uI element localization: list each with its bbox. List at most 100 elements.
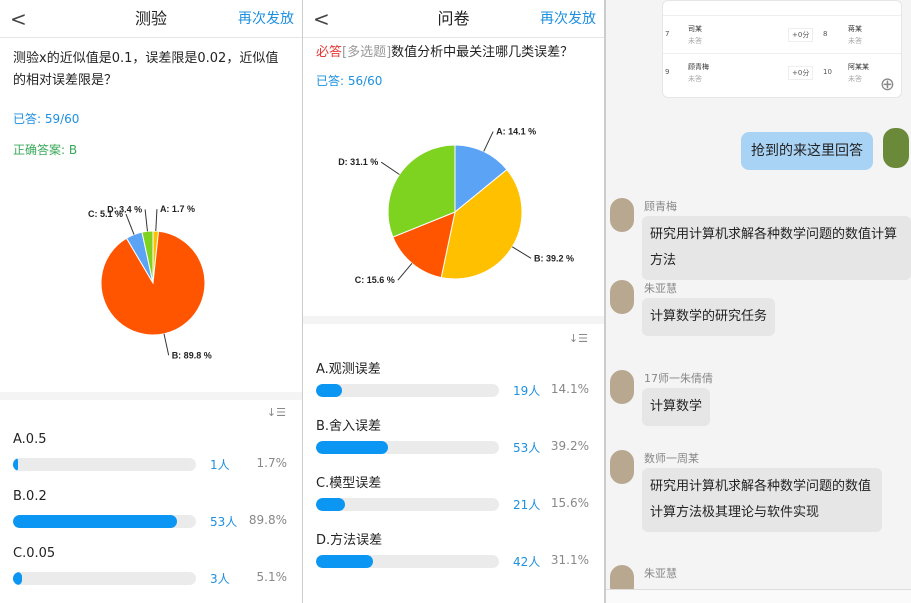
survey-panel: < 问卷 再次发放 必答[多选题]数值分析中最关注哪几类误差？ 已答: 56/6… <box>303 0 604 603</box>
progress-fill <box>13 572 23 585</box>
sender-name: 顾青梅 <box>644 200 677 213</box>
slice-label: C: 5.1 % <box>88 209 123 219</box>
label-leader <box>163 333 170 356</box>
option-row[interactable]: B.舍入误差 53人 39.2% <box>316 415 592 455</box>
label-leader <box>397 263 413 281</box>
option-row[interactable]: C.0.05 3人 5.1% <box>13 546 290 586</box>
option-count[interactable]: 1人 <box>210 458 230 472</box>
progress-fill <box>316 555 373 568</box>
student-status: 未答 <box>688 37 702 45</box>
pie-chart: A: 1.7 % B: 89.8 % C: 5.1 %D: 3.4 % <box>88 204 212 360</box>
sender-name: 朱亚慧 <box>644 567 677 580</box>
slice-label: B: 39.2 % <box>534 253 574 263</box>
slice-label: A: 14.1 % <box>496 127 536 137</box>
table-row: 7 司某 未答 +0分 8 蒋某 未答 <box>663 15 901 53</box>
sort-icon[interactable]: ↓☰ <box>266 406 286 419</box>
progress-fill <box>13 458 19 471</box>
row-number: 10 <box>823 68 832 76</box>
message-bubble[interactable]: 抢到的来这里回答 <box>741 132 873 170</box>
page-title: 测验 <box>134 9 167 28</box>
quiz-panel: < 测验 再次发放 测验x的近似值是0.1，误差限是0.02，近似值的相对误差限… <box>0 0 302 603</box>
pie-chart: A: 14.1 % B: 39.2 % C: 15.6 % D: 31.1 % <box>338 127 574 286</box>
required-tag: 必答 <box>316 45 343 60</box>
progress-fill <box>316 498 345 511</box>
question-text: 数值分析中最关注哪几类误差？ <box>391 45 574 60</box>
student-status: 未答 <box>848 75 862 83</box>
row-number: 9 <box>665 68 670 76</box>
message-bubble[interactable]: 研究用计算机求解各种数学问题的数值计算方法极其理论与软件实现 <box>642 468 882 532</box>
row-number: 7 <box>665 30 670 38</box>
message-bubble[interactable]: 计算数学 <box>642 388 711 426</box>
zoom-in-icon[interactable]: ⊕ <box>879 74 895 95</box>
option-label: B.舍入误差 <box>316 419 382 434</box>
pie-slice <box>387 144 456 238</box>
option-count[interactable]: 42人 <box>513 555 541 569</box>
resend-button[interactable]: 再次发放 <box>238 11 294 27</box>
option-row[interactable]: C.模型误差 21人 15.6% <box>316 472 592 512</box>
toolbar[interactable] <box>606 589 911 603</box>
question-text: 测验x的近似值是0.1，误差限是0.02，近似值的相对误差限是？ <box>13 51 279 88</box>
option-row[interactable]: A.0.5 1人 1.7% <box>13 432 290 472</box>
sender-name: 朱亚慧 <box>644 282 677 295</box>
pie-slice <box>141 230 154 284</box>
progress-fill <box>316 384 342 397</box>
student-name: 司某 <box>688 25 702 33</box>
progress-fill <box>316 441 388 454</box>
pie-slice <box>440 168 523 280</box>
slice-label: B: 89.8 % <box>172 350 212 360</box>
option-percent: 5.1% <box>256 570 288 584</box>
option-percent: 31.1% <box>550 553 589 567</box>
row-number: 8 <box>823 30 828 38</box>
progress-bar <box>316 441 499 454</box>
label-leader <box>511 246 532 259</box>
progress-bar <box>316 498 499 511</box>
progress-bar <box>13 515 196 528</box>
sort-icon[interactable]: ↓☰ <box>568 332 588 345</box>
message-bubble[interactable]: 计算数学的研究任务 <box>642 298 776 336</box>
slice-label: D: 31.1 % <box>338 157 378 167</box>
option-count[interactable]: 53人 <box>513 441 541 455</box>
label-leader <box>483 131 494 152</box>
label-leader <box>380 161 400 175</box>
label-leader <box>144 209 148 232</box>
option-count[interactable]: 3人 <box>210 572 230 586</box>
roster-card[interactable]: 7 司某 未答 +0分 8 蒋某 未答 9 顾青梅 未答 +0分 10 阿某某 未… <box>662 0 902 98</box>
slice-label: A: 1.7 % <box>160 204 195 214</box>
avatar[interactable] <box>610 198 634 232</box>
pie-slice <box>454 144 508 214</box>
option-label: A.0.5 <box>13 432 47 447</box>
score-select[interactable]: +0分 <box>788 66 814 80</box>
progress-bar <box>316 555 499 568</box>
header: < 测验 再次发放 <box>0 0 302 38</box>
page-title: 问卷 <box>437 9 470 28</box>
option-count[interactable]: 21人 <box>513 498 541 512</box>
progress-fill <box>13 515 178 528</box>
option-percent: 15.6% <box>550 496 589 510</box>
progress-bar <box>316 384 499 397</box>
option-percent: 1.7% <box>256 456 288 470</box>
option-count[interactable]: 19人 <box>513 384 541 398</box>
header: < 问卷 再次发放 <box>303 0 604 38</box>
student-name: 顾青梅 <box>688 63 709 71</box>
option-label: D.方法误差 <box>316 533 383 548</box>
option-row[interactable]: D.方法误差 42人 31.1% <box>316 529 592 569</box>
question-type: [多选题] <box>342 45 392 60</box>
option-label: C.0.05 <box>13 546 56 561</box>
avatar[interactable] <box>610 280 634 314</box>
avatar[interactable] <box>883 128 909 168</box>
option-label: B.0.2 <box>13 489 47 504</box>
avatar[interactable] <box>610 450 634 484</box>
pie-slice <box>100 230 206 336</box>
slice-label: D: 3.4 % <box>107 204 142 214</box>
back-icon[interactable]: < <box>10 7 27 31</box>
score-select[interactable]: +0分 <box>788 28 814 42</box>
option-count[interactable]: 53人 <box>210 515 238 529</box>
option-row[interactable]: B.0.2 53人 89.8% <box>13 489 290 529</box>
resend-button[interactable]: 再次发放 <box>540 11 596 27</box>
student-name: 阿某某 <box>848 63 869 71</box>
back-icon[interactable]: < <box>313 7 330 31</box>
slice-label: C: 15.6 % <box>355 275 395 285</box>
message-bubble[interactable]: 研究用计算机求解各种数学问题的数值计算方法 <box>642 216 911 280</box>
option-row[interactable]: A.观测误差 19人 14.1% <box>316 358 592 398</box>
avatar[interactable] <box>610 370 634 404</box>
